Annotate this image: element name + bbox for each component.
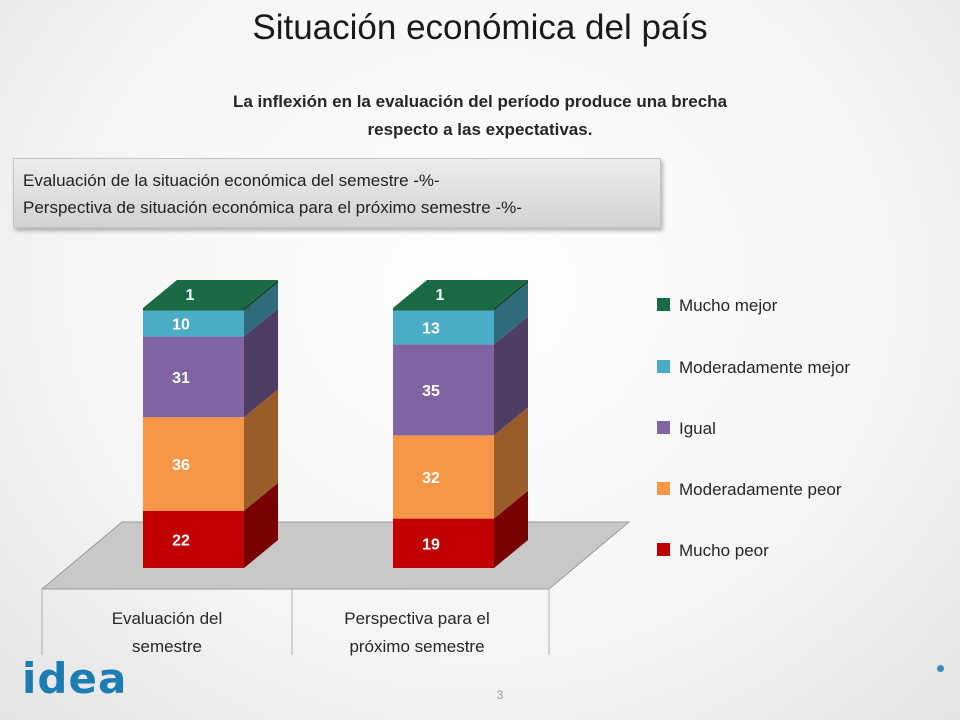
bar-segment-side bbox=[494, 407, 528, 519]
legend-swatch bbox=[657, 543, 670, 556]
corner-dot-icon bbox=[937, 665, 944, 672]
data-label: 1 bbox=[436, 287, 445, 304]
bar-segment-side bbox=[494, 280, 528, 311]
legend-swatch bbox=[657, 298, 670, 311]
bar-segment-side bbox=[244, 280, 278, 311]
page-subtitle: La inflexión en la evaluación del períod… bbox=[170, 88, 790, 144]
bar-segment bbox=[393, 308, 494, 311]
bar-segment-side bbox=[494, 316, 528, 436]
series-description-box: Evaluación de la situación económica del… bbox=[13, 158, 661, 228]
series-description-line: Evaluación de la situación económica del… bbox=[23, 171, 440, 190]
data-label: 19 bbox=[422, 536, 440, 553]
legend-label: Moderadamente mejor bbox=[679, 358, 850, 377]
subtitle-line: La inflexión en la evaluación del períod… bbox=[232, 92, 728, 111]
bar-segment bbox=[393, 435, 494, 519]
bar-segment bbox=[143, 336, 244, 418]
idea-logo: idea bbox=[22, 654, 128, 703]
bar-segment-side bbox=[244, 389, 278, 511]
data-label: 32 bbox=[422, 470, 440, 487]
bar-segment-side bbox=[244, 282, 278, 337]
legend-swatch bbox=[657, 421, 670, 434]
data-label: 1 bbox=[186, 287, 195, 304]
legend-label: Mucho mejor bbox=[679, 296, 778, 315]
category-label: Evaluación del bbox=[112, 609, 223, 628]
legend-label: Moderadamente peor bbox=[679, 480, 842, 499]
legend-label: Mucho peor bbox=[679, 541, 769, 560]
category-label: Perspectiva para el bbox=[344, 609, 490, 628]
data-label: 31 bbox=[172, 370, 190, 387]
bar-segment bbox=[143, 417, 244, 511]
legend-swatch bbox=[657, 482, 670, 495]
bar-segment-side bbox=[244, 308, 278, 418]
chart-floor bbox=[40, 521, 631, 590]
data-label: 22 bbox=[172, 532, 190, 549]
bar-segment-top bbox=[393, 280, 528, 308]
page-number: 3 bbox=[496, 688, 504, 702]
page-title: Situación económica del país bbox=[252, 8, 708, 47]
bar-segment bbox=[143, 308, 244, 311]
data-label: 36 bbox=[172, 457, 190, 474]
bar-segment bbox=[143, 510, 244, 568]
bar-segment bbox=[393, 310, 494, 345]
bar-segment-side bbox=[494, 282, 528, 345]
category-label: próximo semestre bbox=[349, 637, 484, 656]
bar-segment bbox=[393, 518, 494, 568]
category-label: semestre bbox=[132, 637, 202, 656]
bar-segment-top bbox=[143, 280, 278, 308]
bar-segment bbox=[393, 344, 494, 436]
data-label: 10 bbox=[172, 317, 190, 334]
legend-label: Igual bbox=[679, 419, 716, 438]
bar-segment-side bbox=[244, 482, 278, 568]
legend-swatch bbox=[657, 360, 670, 373]
data-label: 13 bbox=[422, 321, 440, 338]
data-label: 35 bbox=[422, 383, 440, 400]
bar-segment bbox=[143, 310, 244, 337]
bar-segment-side bbox=[494, 490, 528, 568]
series-description-line: Perspectiva de situación económica para … bbox=[23, 198, 522, 217]
subtitle-line: respecto a las expectativas. bbox=[367, 120, 593, 139]
